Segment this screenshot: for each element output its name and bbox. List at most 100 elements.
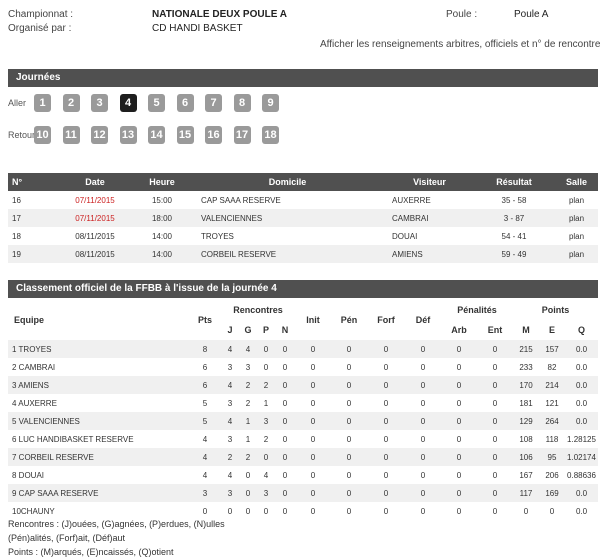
standings-row: 6 LUC HANDIBASKET RESERVE 4 3 1 2 0 0 0 0 0 0 0 108 1… xyxy=(8,430,598,448)
standings-init: 0 xyxy=(310,362,316,372)
game-salle[interactable]: plan xyxy=(568,231,585,241)
standings-pts: 5 xyxy=(202,398,208,408)
col-num: N° xyxy=(8,173,55,191)
standings-q: 1.28125 xyxy=(567,434,596,444)
standings-j: 4 xyxy=(221,340,239,358)
game-num: 17 xyxy=(8,209,55,227)
game-domicile: CAP SAAA RESERVE xyxy=(201,195,281,205)
standings-g: 1 xyxy=(239,412,257,430)
standings-p: 2 xyxy=(263,434,269,444)
day-button-4[interactable]: 4 xyxy=(119,94,137,112)
game-date: 08/11/2015 xyxy=(55,245,135,263)
standings-n: 0 xyxy=(282,434,288,444)
standings-m: 117 xyxy=(513,484,539,502)
standings-ent: 0 xyxy=(492,362,498,372)
standings-pts: 6 xyxy=(189,376,221,394)
standings-p: 0 xyxy=(257,340,275,358)
standings-pen: 0 xyxy=(346,398,352,408)
standings-equipe[interactable]: 7 CORBEIL RESERVE xyxy=(8,448,189,466)
col-equipe: Equipe xyxy=(14,315,45,325)
day-button-3[interactable]: 3 xyxy=(91,94,108,112)
standings-ent: 0 xyxy=(477,448,513,466)
game-row: 19 08/11/2015 14:00 CORBEIL RESERVE AMIENS 59… xyxy=(8,245,598,263)
standings-arb: 0 xyxy=(456,398,462,408)
standings-m: 167 xyxy=(519,470,533,480)
col-salle: Salle xyxy=(555,173,598,191)
standings-equipe[interactable]: 10CHAUNY xyxy=(12,506,55,516)
standings-p: 0 xyxy=(263,362,269,372)
standings-def: 0 xyxy=(405,412,441,430)
game-heure: 18:00 xyxy=(135,209,189,227)
day-button-16[interactable]: 16 xyxy=(205,126,222,144)
standings-p: 2 xyxy=(257,376,275,394)
day-button-12[interactable]: 12 xyxy=(91,126,108,144)
info-link[interactable]: Afficher les renseignements arbitres, of… xyxy=(320,39,600,50)
standings-equipe[interactable]: 1 TROYES xyxy=(8,340,189,358)
day-button-2[interactable]: 2 xyxy=(62,94,80,112)
standings-j: 2 xyxy=(221,448,239,466)
standings-equipe[interactable]: 8 DOUAI xyxy=(12,470,45,480)
poule-value: Poule A xyxy=(514,9,549,20)
standings-e: 82 xyxy=(547,362,557,372)
game-num: 16 xyxy=(12,195,21,205)
standings-equipe[interactable]: 6 LUC HANDIBASKET RESERVE xyxy=(12,434,134,444)
legend-rencontres: Rencontres : (J)ouées, (G)agnées, (P)erd… xyxy=(8,519,225,529)
standings-forf: 0 xyxy=(383,398,389,408)
standings-equipe[interactable]: 9 CAP SAAA RESERVE xyxy=(8,484,189,502)
standings-def: 0 xyxy=(420,398,426,408)
standings-g: 2 xyxy=(239,448,257,466)
day-button-17[interactable]: 17 xyxy=(233,126,251,144)
day-button-1[interactable]: 1 xyxy=(34,94,51,112)
standings-g: 2 xyxy=(239,376,257,394)
game-domicile: CORBEIL RESERVE xyxy=(189,245,386,263)
standings-q: 0.0 xyxy=(565,376,598,394)
day-button-11[interactable]: 11 xyxy=(62,126,80,144)
day-button-18[interactable]: 18 xyxy=(262,126,279,144)
col-domicile: Domicile xyxy=(189,173,386,191)
standings-q: 0.0 xyxy=(565,484,598,502)
day-button-6[interactable]: 6 xyxy=(176,94,194,112)
col-m: M xyxy=(522,325,530,335)
game-heure: 14:00 xyxy=(151,231,173,241)
game-salle[interactable]: plan xyxy=(555,209,598,227)
standings-m: 215 xyxy=(513,340,539,358)
standings-ent: 0 xyxy=(477,376,513,394)
standings-def: 0 xyxy=(420,470,426,480)
standings-equipe[interactable]: 2 CAMBRAI xyxy=(12,362,56,372)
standings-init: 0 xyxy=(295,340,331,358)
standings-table: Equipe Pts Rencontres Init Pén Forf Déf … xyxy=(8,300,598,520)
day-button-8[interactable]: 8 xyxy=(233,94,251,112)
standings-equipe[interactable]: 5 VALENCIENNES xyxy=(8,412,189,430)
game-salle[interactable]: plan xyxy=(568,195,585,205)
standings-p: 4 xyxy=(263,470,269,480)
standings-n: 0 xyxy=(282,506,288,516)
standings-init: 0 xyxy=(310,434,316,444)
standings-pen: 0 xyxy=(346,470,352,480)
day-button-13[interactable]: 13 xyxy=(119,126,137,144)
standings-p: 3 xyxy=(257,484,275,502)
standings-forf: 0 xyxy=(383,506,389,516)
standings-g: 2 xyxy=(245,398,251,408)
day-button-9[interactable]: 9 xyxy=(262,94,279,112)
standings-q: 0.0 xyxy=(575,506,588,516)
day-button-14[interactable]: 14 xyxy=(148,126,165,144)
day-button-5[interactable]: 5 xyxy=(148,94,165,112)
standings-pen: 0 xyxy=(331,448,367,466)
standings-ent: 0 xyxy=(492,470,498,480)
standings-q: 0.0 xyxy=(565,412,598,430)
game-salle[interactable]: plan xyxy=(555,245,598,263)
game-row: 18 08/11/2015 14:00 TROYES DOUAI 54 - 41 plan xyxy=(8,227,598,245)
game-visiteur: AMIENS xyxy=(386,245,473,263)
day-button-10[interactable]: 10 xyxy=(34,126,51,144)
standings-ent: 0 xyxy=(492,506,498,516)
standings-p: 0 xyxy=(263,506,269,516)
standings-row: 2 CAMBRAI 6 3 3 0 0 0 0 0 0 0 0 233 82 0.0 xyxy=(8,358,598,376)
organise-value: CD HANDI BASKET xyxy=(152,23,243,34)
standings-init: 0 xyxy=(310,398,316,408)
standings-equipe[interactable]: 4 AUXERRE xyxy=(12,398,57,408)
standings-equipe[interactable]: 3 AMIENS xyxy=(8,376,189,394)
legend-penalites: (Pén)alités, (Forf)ait, (Déf)aut xyxy=(8,533,126,543)
day-button-7[interactable]: 7 xyxy=(205,94,222,112)
day-button-15[interactable]: 15 xyxy=(176,126,194,144)
standings-n: 0 xyxy=(282,398,288,408)
